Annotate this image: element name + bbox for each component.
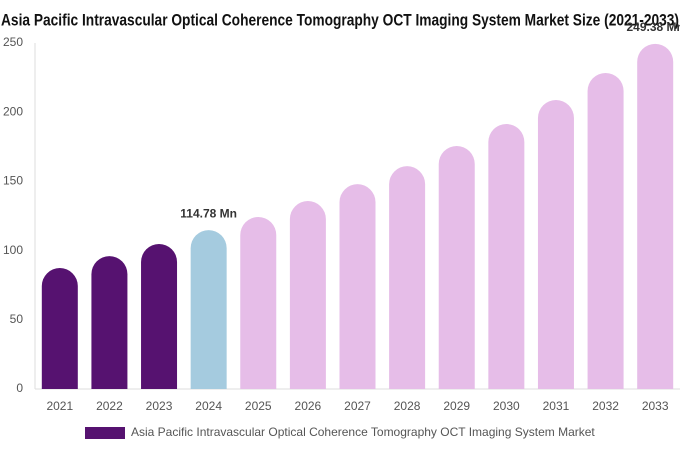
data-label: 114.78 Mn: [180, 206, 237, 220]
bar: [488, 123, 525, 389]
bar: [240, 216, 277, 389]
y-tick-label: 0: [16, 381, 23, 395]
x-tick-label: 2027: [344, 399, 371, 413]
bar: [438, 145, 475, 389]
bar: [389, 166, 426, 389]
x-tick-label: 2023: [146, 399, 173, 413]
y-tick-label: 150: [3, 174, 23, 188]
bar: [91, 256, 128, 389]
bar: [339, 184, 376, 389]
x-tick-label: 2022: [96, 399, 123, 413]
legend-label: Asia Pacific Intravascular Optical Coher…: [131, 425, 595, 439]
chart-title: Asia Pacific Intravascular Optical Coher…: [1, 10, 679, 29]
bar: [141, 243, 178, 389]
x-tick-label: 2033: [642, 399, 669, 413]
x-tick-label: 2029: [443, 399, 470, 413]
x-tick-label: 2031: [543, 399, 570, 413]
x-tick-label: 2026: [295, 399, 322, 413]
bar: [289, 201, 326, 389]
bar: [587, 73, 624, 389]
bar: [537, 100, 574, 389]
x-tick-label: 2021: [46, 399, 73, 413]
x-tick-label: 2032: [592, 399, 619, 413]
x-tick-label: 2028: [394, 399, 421, 413]
y-tick-label: 250: [3, 35, 23, 49]
x-tick-label: 2024: [195, 399, 222, 413]
y-tick-label: 100: [3, 243, 23, 257]
bar: [637, 43, 674, 389]
x-tick-label: 2025: [245, 399, 272, 413]
y-tick-label: 50: [10, 312, 24, 326]
bar: [190, 230, 227, 389]
bar: [41, 268, 78, 389]
x-tick-label: 2030: [493, 399, 520, 413]
data-label: 249.38 Mn: [627, 20, 680, 34]
legend-swatch: [85, 427, 125, 439]
y-tick-label: 200: [3, 104, 23, 118]
